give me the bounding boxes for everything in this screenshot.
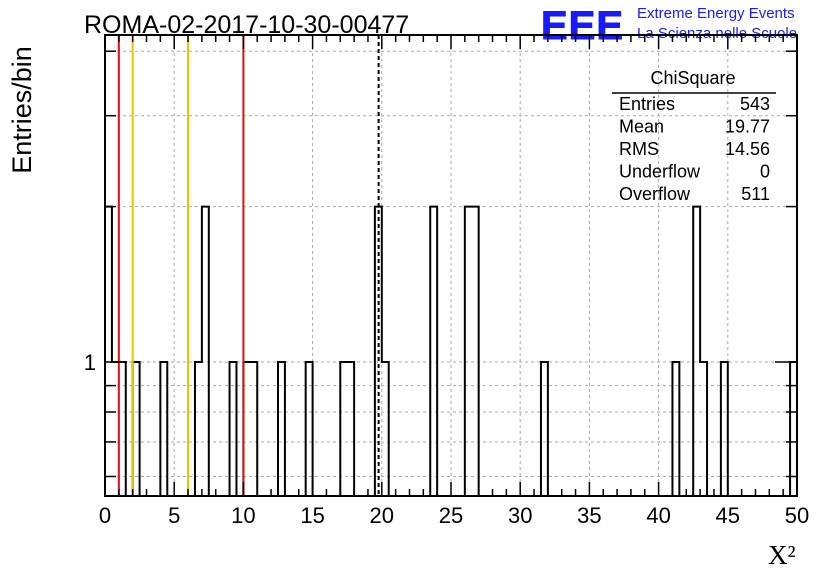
histogram-outline (104, 205, 798, 497)
stats-value: 19.77 (725, 117, 770, 137)
x-tick-label: 30 (508, 503, 532, 528)
x-tick-label: 40 (646, 503, 670, 528)
x-tick-label: 50 (785, 503, 809, 528)
logo-mark: EEE (541, 4, 624, 48)
stats-label: Overflow (619, 184, 691, 204)
x-axis-label: X² (768, 540, 796, 570)
stats-value: 14.56 (725, 139, 770, 159)
logo-line-2: La Scienza nelle Scuole (637, 25, 797, 42)
x-tick-label: 0 (99, 503, 111, 528)
x-tick-label: 10 (231, 503, 255, 528)
x-tick-label: 25 (439, 503, 463, 528)
stats-rows: Entries 543 Mean 19.77 RMS 14.56 Underflow 0 Ove… (619, 94, 770, 204)
x-tick-label: 5 (168, 503, 180, 528)
stats-value: 511 (741, 184, 770, 204)
logo-line-1: Extreme Energy Events (637, 5, 795, 22)
stats-label: Mean (619, 117, 664, 137)
x-tick-label: 15 (300, 503, 324, 528)
stats-value: 0 (760, 162, 770, 182)
eee-logo: EEE Extreme Energy Events La Scienza nel… (541, 4, 798, 49)
x-tick-label: 20 (370, 503, 394, 528)
stats-label: RMS (619, 139, 659, 159)
x-tick-label: 45 (716, 503, 740, 528)
y-tick-label: 1 (84, 350, 96, 375)
reference-lines (117, 35, 380, 496)
stats-box: ChiSquare Entries 543 Mean 19.77 RMS 14.56 Und… (612, 68, 776, 204)
axis-ticks: 0 5 10 15 20 25 30 35 40 45 50 1 (84, 35, 809, 528)
stats-value: 543 (740, 94, 770, 114)
histogram (104, 205, 798, 497)
x-tick-label: 35 (577, 503, 601, 528)
stats-title: ChiSquare (650, 68, 735, 88)
stats-label: Underflow (619, 162, 701, 182)
stats-label: Entries (619, 94, 675, 114)
y-axis-label: Entries/bin (7, 46, 37, 174)
